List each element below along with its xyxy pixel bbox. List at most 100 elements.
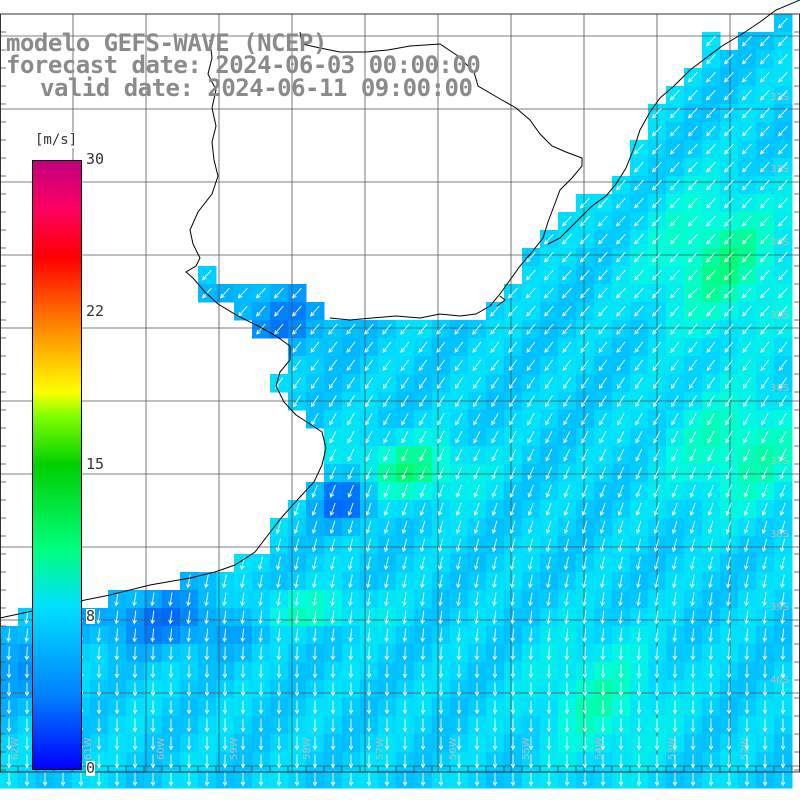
wind-arrow	[492, 574, 497, 589]
wind-arrow	[328, 323, 338, 335]
wind-arrow	[526, 377, 535, 390]
wind-arrow	[600, 574, 605, 589]
wind-arrow	[402, 682, 408, 697]
wind-arrow	[563, 538, 570, 553]
wind-arrow	[491, 556, 497, 571]
wind-arrow	[635, 466, 643, 480]
wind-arrow	[743, 556, 749, 571]
wind-arrow	[401, 484, 408, 498]
wind-arrow	[562, 305, 572, 317]
wind-arrow	[346, 377, 355, 390]
wind-arrow	[474, 646, 480, 661]
wind-arrow	[762, 610, 767, 625]
wind-arrow	[509, 430, 517, 444]
wind-arrow	[474, 736, 480, 751]
lon-label: 58W	[302, 737, 313, 760]
wind-arrow	[599, 502, 606, 516]
wind-arrow	[383, 395, 391, 408]
wind-arrow	[741, 35, 752, 47]
wind-arrow	[743, 520, 750, 535]
wind-arrow	[473, 395, 481, 408]
wind-arrow	[760, 341, 770, 353]
wind-arrow	[581, 538, 588, 553]
wind-arrow	[419, 413, 427, 426]
wind-arrow	[366, 772, 372, 787]
wind-arrow	[328, 377, 337, 390]
wind-arrow	[366, 700, 372, 715]
wind-arrow	[114, 718, 120, 733]
wind-arrow	[669, 89, 680, 101]
wind-arrow	[654, 664, 660, 679]
wind-arrow	[186, 700, 192, 715]
wind-arrow	[726, 574, 731, 589]
wind-arrow	[635, 556, 641, 571]
wind-arrow	[564, 682, 570, 697]
wind-arrow	[258, 700, 264, 715]
colorbar-tick-22: 22	[86, 302, 105, 320]
wind-arrow	[670, 341, 680, 353]
wind-arrow	[546, 610, 551, 625]
wind-arrow	[545, 430, 553, 444]
wind-arrow	[491, 395, 499, 408]
wind-arrow	[726, 718, 732, 733]
wind-arrow	[777, 287, 788, 299]
wind-arrow	[705, 251, 716, 263]
wind-arrow	[651, 125, 662, 137]
wind-arrow	[580, 341, 590, 353]
wind-arrow	[600, 700, 606, 715]
wind-arrow	[456, 772, 462, 787]
wind-arrow	[186, 574, 191, 589]
lon-label: 60W	[156, 737, 167, 760]
wind-arrow	[473, 448, 481, 462]
wind-arrow	[759, 269, 770, 281]
wind-arrow	[132, 646, 138, 661]
wind-arrow	[293, 502, 300, 516]
wind-arrow	[672, 664, 678, 679]
wind-arrow	[708, 628, 713, 643]
wind-arrow	[669, 161, 680, 173]
wind-arrow	[742, 305, 752, 317]
wind-arrow	[132, 682, 138, 697]
wind-arrow	[402, 772, 408, 787]
wind-arrow	[275, 538, 282, 553]
wind-arrow	[741, 269, 752, 281]
wind-arrow	[24, 772, 30, 787]
wind-arrow	[420, 754, 426, 769]
wind-arrow	[150, 736, 156, 751]
wind-arrow	[348, 592, 353, 607]
wind-arrow	[618, 592, 623, 607]
wind-arrow	[561, 251, 572, 263]
wind-arrow	[168, 700, 174, 715]
wind-arrow	[780, 682, 786, 697]
wind-arrow	[456, 700, 462, 715]
wind-arrow	[222, 610, 227, 625]
wind-arrow	[708, 592, 713, 607]
wind-arrow	[438, 628, 443, 643]
wind-arrow	[777, 35, 788, 47]
wind-arrow	[759, 215, 770, 227]
wind-arrow	[437, 556, 443, 571]
wind-arrow	[474, 592, 479, 607]
wind-arrow	[240, 718, 246, 733]
wind-arrow	[687, 179, 698, 191]
wind-arrow	[705, 197, 716, 209]
wind-arrow	[402, 718, 408, 733]
wind-arrow	[618, 682, 624, 697]
wind-arrow	[204, 754, 210, 769]
wind-arrow	[366, 664, 372, 679]
wind-arrow	[528, 682, 534, 697]
wind-arrow	[510, 664, 516, 679]
wind-arrow	[723, 215, 734, 227]
wind-arrow	[653, 448, 661, 462]
wind-arrow	[474, 682, 480, 697]
wind-arrow	[456, 682, 462, 697]
wind-arrow	[312, 646, 318, 661]
wind-arrow	[615, 251, 626, 263]
wind-arrow	[383, 502, 390, 516]
wind-arrow	[525, 269, 536, 281]
wind-arrow	[651, 251, 662, 263]
wind-arrow	[330, 610, 335, 625]
wind-arrow	[420, 736, 426, 751]
wind-arrow	[310, 305, 320, 317]
wind-arrow	[168, 592, 173, 607]
